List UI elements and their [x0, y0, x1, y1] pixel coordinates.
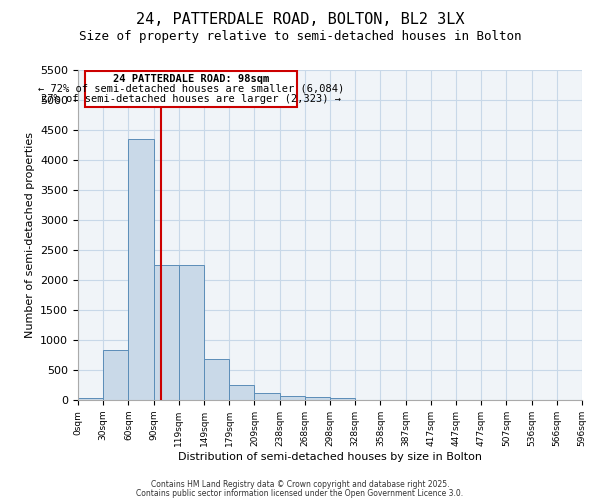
X-axis label: Distribution of semi-detached houses by size in Bolton: Distribution of semi-detached houses by …	[178, 452, 482, 462]
Bar	[229, 385, 254, 400]
Bar	[179, 265, 204, 400]
Bar	[103, 350, 128, 400]
Bar	[280, 396, 305, 400]
Text: 24, PATTERDALE ROAD, BOLTON, BL2 3LX: 24, PATTERDALE ROAD, BOLTON, BL2 3LX	[136, 12, 464, 28]
Text: Contains HM Land Registry data © Crown copyright and database right 2025.: Contains HM Land Registry data © Crown c…	[151, 480, 449, 489]
Bar	[330, 398, 355, 400]
Bar	[254, 393, 280, 400]
Text: Size of property relative to semi-detached houses in Bolton: Size of property relative to semi-detach…	[79, 30, 521, 43]
Bar	[85, 71, 297, 107]
Y-axis label: Number of semi-detached properties: Number of semi-detached properties	[25, 132, 35, 338]
Text: ← 72% of semi-detached houses are smaller (6,084): ← 72% of semi-detached houses are smalle…	[38, 84, 344, 94]
Text: 27% of semi-detached houses are larger (2,323) →: 27% of semi-detached houses are larger (…	[41, 94, 341, 104]
Bar	[78, 398, 103, 400]
Text: Contains public sector information licensed under the Open Government Licence 3.: Contains public sector information licen…	[136, 488, 464, 498]
Bar	[204, 359, 229, 400]
Text: 24 PATTERDALE ROAD: 98sqm: 24 PATTERDALE ROAD: 98sqm	[113, 74, 269, 84]
Bar	[305, 396, 330, 400]
Bar	[154, 265, 179, 400]
Bar	[128, 139, 154, 400]
